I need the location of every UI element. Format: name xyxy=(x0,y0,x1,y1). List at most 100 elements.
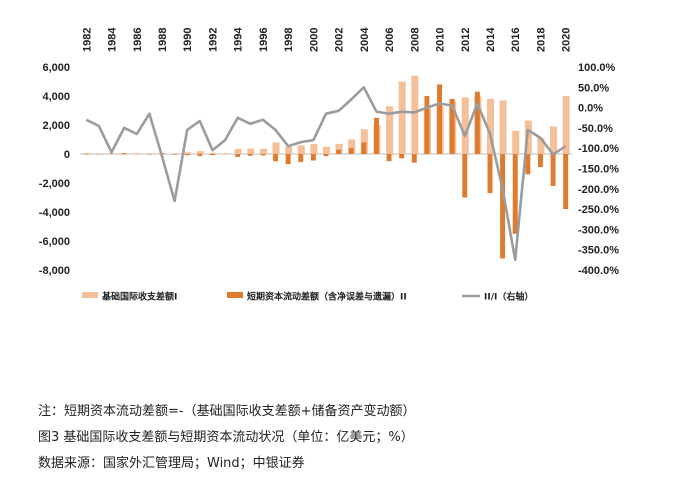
x-tick-label: 1992 xyxy=(207,28,219,52)
x-tick-label: 1994 xyxy=(233,27,245,52)
bar-basic-balance xyxy=(486,98,495,154)
bar-short-term-flow xyxy=(386,154,392,162)
bar-short-term-flow xyxy=(348,148,354,154)
bar-short-term-flow xyxy=(222,153,228,155)
bar-short-term-flow xyxy=(437,84,443,154)
legend-label-2: 短期资本流动差额（含净误差与遗漏）II xyxy=(247,291,407,303)
bar-basic-balance xyxy=(95,153,103,154)
bar-short-term-flow xyxy=(361,142,367,154)
source-line: 数据来源：国家外汇管理局；Wind；中银证券 xyxy=(38,456,305,471)
bar-short-term-flow xyxy=(336,149,342,154)
bar-short-term-flow xyxy=(411,154,417,163)
y-right-tick-label: -200.0% xyxy=(578,184,619,196)
bar-short-term-flow xyxy=(525,154,531,175)
x-axis-top: 1982 1984 1986 1988 1990 1992 1994 1996 1998 2000… xyxy=(81,27,572,52)
bar-basic-balance xyxy=(348,139,356,154)
bar-short-term-flow xyxy=(172,154,178,155)
x-tick-label: 1996 xyxy=(258,28,270,52)
bar-basic-balance xyxy=(398,81,406,154)
x-tick-label: 1990 xyxy=(182,28,194,52)
bar-short-term-flow xyxy=(449,98,455,154)
legend-label-1: 基础国际收支差额I xyxy=(101,291,177,303)
ratio-line xyxy=(85,86,567,262)
figure-caption: 图3 基础国际收支差额与短期资本流动状况（单位：亿美元；%） xyxy=(38,430,414,445)
bar-short-term-flow xyxy=(247,154,253,156)
y-right-tick-label: -150.0% xyxy=(578,164,619,176)
bar-short-term-flow xyxy=(512,154,518,234)
bar-short-term-flow xyxy=(235,154,241,157)
bar-short-term-flow xyxy=(487,154,493,194)
ratio-line-group xyxy=(85,86,567,262)
bar-basic-balance xyxy=(133,154,141,155)
bar-short-term-flow xyxy=(285,154,291,165)
y-right-tick-label: 50.0% xyxy=(578,82,609,94)
bar-basic-balance xyxy=(386,106,394,154)
legend-label-3: II/I（右轴） xyxy=(484,291,533,303)
y-right-tick-label: 100.0% xyxy=(578,62,616,74)
legend-swatch-2 xyxy=(227,292,243,298)
note-line: 注：短期资本流动差额=-（基础国际收支差额+储备资产变动额） xyxy=(38,404,416,419)
y-right-tick-label: 0.0% xyxy=(578,103,603,115)
bar-basic-balance xyxy=(322,146,331,154)
x-tick-label: 2018 xyxy=(535,28,547,52)
x-tick-label: 2000 xyxy=(308,28,320,52)
bar-short-term-flow xyxy=(462,154,468,198)
x-tick-label: 2016 xyxy=(510,28,522,52)
bar-basic-balance xyxy=(360,129,368,154)
bar-basic-balance xyxy=(234,148,242,154)
x-tick-label: 2020 xyxy=(561,28,573,52)
bar-basic-balance xyxy=(259,148,267,154)
bar-basic-balance xyxy=(499,100,507,154)
x-tick-label: 2006 xyxy=(384,28,396,52)
y-left-tick-label: -4,000 xyxy=(39,207,70,219)
bar-short-term-flow xyxy=(399,154,405,159)
y-left-axis: 6,000 4,000 2,000 0 -2,000 -4,000 -6,000 -8,000 xyxy=(39,62,70,277)
bar-basic-balance xyxy=(335,143,343,154)
y-right-tick-label: -100.0% xyxy=(578,143,619,155)
y-right-tick-label: -300.0% xyxy=(578,224,619,236)
bar-short-term-flow xyxy=(134,153,140,155)
bar-basic-balance xyxy=(184,152,192,154)
bar-short-term-flow xyxy=(310,154,316,161)
bar-basic-balance xyxy=(411,75,419,154)
bar-basic-balance xyxy=(512,130,520,154)
bar-short-term-flow xyxy=(298,154,304,162)
x-tick-label: 2014 xyxy=(485,27,497,52)
bar-basic-balance xyxy=(209,152,217,154)
bar-basic-balance xyxy=(146,153,154,154)
bar-basic-balance xyxy=(121,154,129,155)
bar-basic-balance xyxy=(171,153,179,154)
x-tick-label: 2004 xyxy=(359,27,371,52)
bar-basic-balance xyxy=(196,151,204,154)
legend-swatch-1 xyxy=(82,292,98,298)
y-left-tick-label: -6,000 xyxy=(39,236,70,248)
bar-basic-balance xyxy=(310,143,318,154)
bar-basic-balance xyxy=(247,148,255,154)
bar-basic-balance xyxy=(562,96,570,154)
bar-short-term-flow xyxy=(424,96,430,154)
x-tick-label: 1998 xyxy=(283,28,295,52)
x-tick-label: 1984 xyxy=(107,27,119,52)
bar-short-term-flow xyxy=(474,91,480,154)
bar-basic-balance xyxy=(83,153,91,154)
y-right-tick-label: -250.0% xyxy=(578,204,619,216)
bar-short-term-flow xyxy=(121,153,127,154)
bar-short-term-flow xyxy=(563,154,569,210)
x-tick-label: 2002 xyxy=(334,28,346,52)
bar-basic-balance xyxy=(537,138,545,154)
y-right-tick-label: -50.0% xyxy=(578,123,613,135)
bar-short-term-flow xyxy=(550,154,556,186)
x-tick-label: 1988 xyxy=(157,28,169,52)
bar-basic-balance xyxy=(285,146,293,154)
bar-short-term-flow xyxy=(96,154,102,155)
bar-basic-balance xyxy=(297,145,305,154)
y-left-tick-label: -2,000 xyxy=(39,178,70,190)
y-left-tick-label: -8,000 xyxy=(39,265,70,277)
bar-short-term-flow xyxy=(209,154,215,156)
x-tick-label: 1982 xyxy=(81,28,93,52)
y-left-tick-label: 6,000 xyxy=(42,62,70,74)
bar-short-term-flow xyxy=(537,154,543,168)
bar-short-term-flow xyxy=(500,154,506,259)
legend: 基础国际收支差额I 短期资本流动差额（含净误差与遗漏）II II/I（右轴） xyxy=(82,291,533,303)
